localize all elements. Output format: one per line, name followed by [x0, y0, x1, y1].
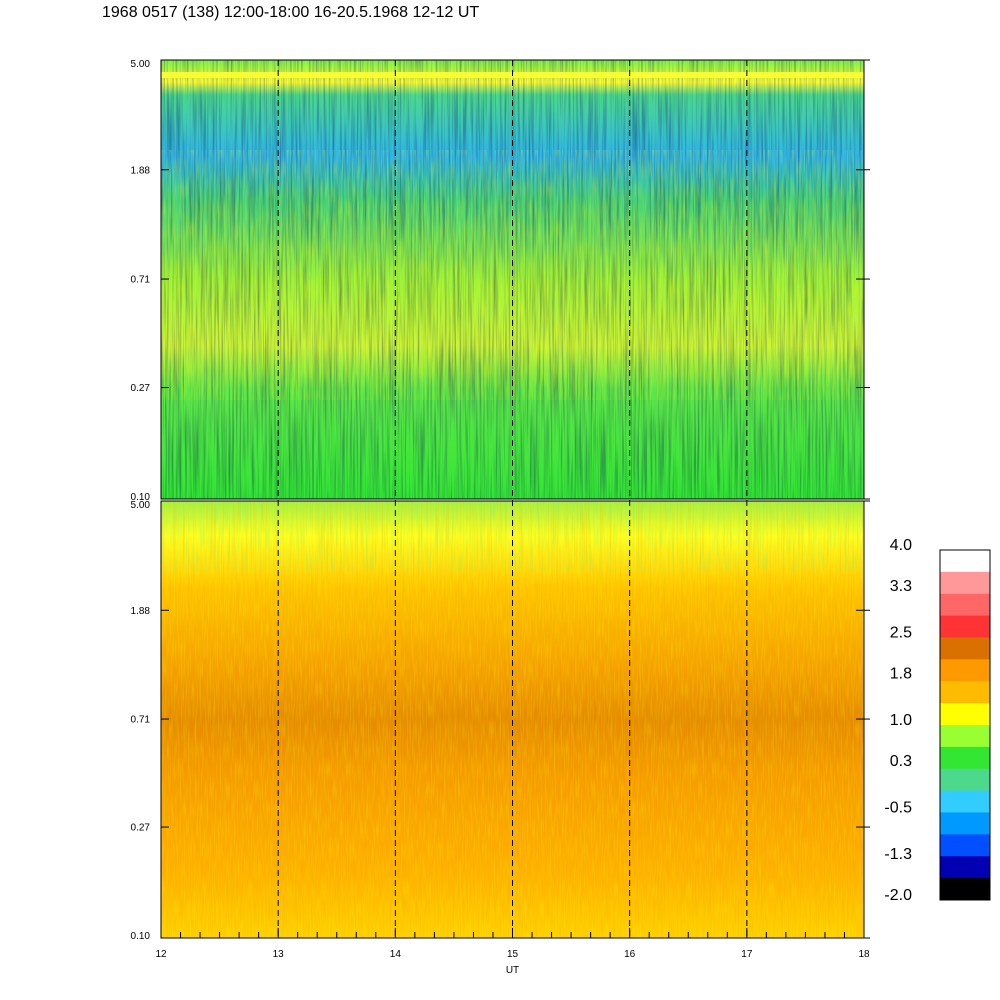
- lower-panel-yellow-speckle: [161, 520, 864, 938]
- y-tick-label: 1.88: [131, 165, 151, 176]
- colorbar-label: 2.5: [890, 625, 912, 642]
- axes-layer: 5.001.880.710.270.105.001.880.710.270.10…: [131, 59, 870, 976]
- colorbar-frame: [939, 549, 991, 901]
- colorbar-swatch: [940, 812, 990, 835]
- y-tick-label: 0.27: [131, 823, 151, 834]
- chart-title: 1968 0517 (138) 12:00-18:00 16-20.5.1968…: [102, 4, 480, 21]
- colorbar-swatch: [940, 878, 990, 901]
- x-tick-label: 14: [390, 949, 402, 960]
- colorbar-swatch: [940, 703, 990, 726]
- y-tick-label: 1.88: [131, 606, 151, 617]
- y-tick-label: 0.27: [131, 383, 151, 394]
- colorbar-swatch: [940, 615, 990, 638]
- colorbar-label: 0.3: [890, 753, 912, 770]
- x-tick-label: 17: [741, 949, 753, 960]
- colorbar-label: -2.0: [884, 887, 912, 904]
- y-tick-label: 0.10: [131, 931, 151, 942]
- colorbar-swatch: [940, 746, 990, 770]
- colorbar-label: 1.8: [890, 665, 912, 682]
- colorbar-label: 1.0: [890, 712, 912, 729]
- colorbar-label: 4.0: [890, 537, 912, 554]
- colorbar-label: -0.5: [884, 800, 912, 817]
- colorbar-swatch: [940, 637, 990, 660]
- x-tick-label: 12: [155, 949, 167, 960]
- colorbar-swatch: [940, 856, 990, 879]
- colorbar-label: -1.3: [884, 846, 912, 863]
- y-tick-label: 0.71: [131, 275, 151, 286]
- colorbar-swatch: [940, 659, 990, 682]
- x-tick-label: 18: [858, 949, 870, 960]
- y-tick-label: 5.00: [131, 59, 151, 70]
- colorbar-swatch: [940, 681, 990, 704]
- x-tick-label: 13: [273, 949, 285, 960]
- colorbar: 4.0 3.3 2.5 1.8 1.0 0.3 -0.5 -1.3 -2.0: [884, 537, 991, 904]
- y-tick-label: 0.10: [131, 492, 151, 503]
- colorbar-swatch: [940, 593, 990, 617]
- y-tick-label: 5.00: [131, 500, 151, 511]
- colorbar-label: 3.3: [890, 578, 912, 595]
- colorbar-swatch: [940, 790, 990, 813]
- colorbar-swatch: [940, 834, 990, 857]
- colorbar-swatch: [940, 550, 990, 573]
- colorbar-swatch: [940, 768, 990, 792]
- colorbar-swatch: [940, 571, 990, 595]
- x-tick-label: 15: [507, 949, 519, 960]
- colorbar-swatch: [940, 725, 990, 748]
- x-tick-label: 16: [624, 949, 636, 960]
- y-tick-label: 0.71: [131, 715, 151, 726]
- x-axis-title: UT: [506, 965, 519, 976]
